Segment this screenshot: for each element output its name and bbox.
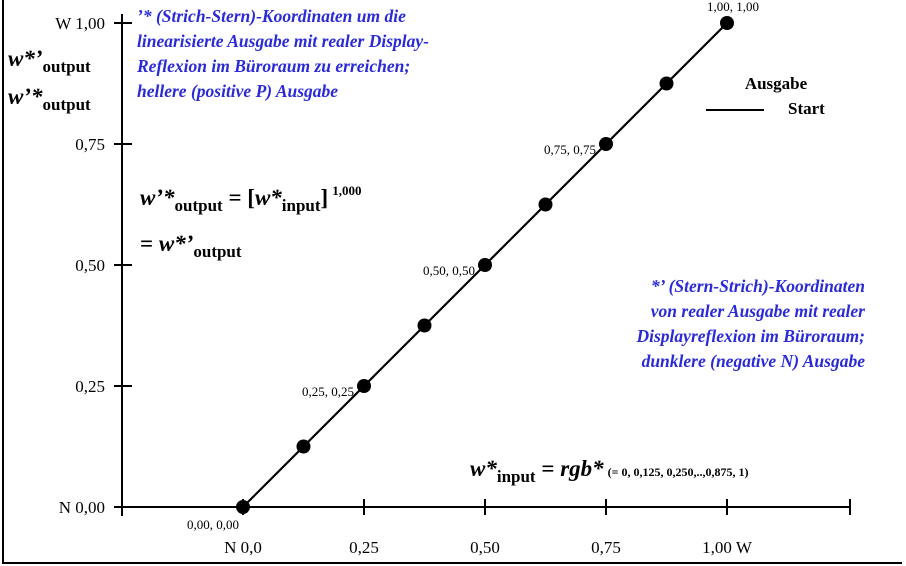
formula-lhs: w’* — [140, 185, 175, 210]
formula-arg-sub: input — [281, 196, 321, 215]
annotation-right-line: von realer Ausgabe mit realer — [650, 301, 865, 321]
legend-title: Ausgabe — [744, 74, 808, 93]
legend-entry: Start — [788, 99, 825, 118]
data-point — [720, 16, 734, 30]
x-tick-label: 0,75 — [591, 538, 621, 557]
point-label: 0,75, 0,75 — [544, 142, 596, 157]
formula-close: ] — [320, 185, 329, 210]
formula-line2: w*’ — [158, 231, 194, 256]
x-tick-label: 1,00 W — [702, 538, 753, 557]
annotation-top-line: linearisierte Ausgabe mit realer Display… — [137, 31, 429, 51]
annotation-right-line: *’ (Stern-Strich)-Koordinaten — [650, 276, 865, 296]
data-point — [478, 258, 492, 272]
formula-lhs-sub: output — [174, 196, 223, 215]
y-tick-label: 0,50 — [75, 256, 105, 275]
data-point — [659, 76, 674, 91]
y-axis-label: w*’output w’*output — [8, 44, 91, 120]
y-label-sub-1: output — [42, 57, 91, 76]
y-tick-label: 0,25 — [75, 377, 105, 396]
x-label-main: w* — [470, 456, 497, 481]
x-axis-label: w*input = rgb* (= 0, 0,125, 0,250,..,0,8… — [470, 456, 749, 487]
annotation-right-line: dunklere (negative N) Ausgabe — [641, 351, 865, 371]
x-label-eq: = — [535, 456, 561, 481]
legend: Ausgabe Start — [706, 74, 836, 120]
y-label-main-1: w*’ — [8, 46, 43, 71]
x-label-sub: input — [496, 467, 536, 486]
x-tick-label: 0,25 — [349, 538, 379, 557]
x-tick-label: 0,50 — [470, 538, 500, 557]
point-label: 0,00, 0,00 — [187, 517, 239, 532]
point-label: 1,00, 1,00 — [707, 0, 759, 14]
annotation-top-line: Reflexion im Büroraum zu erreichen; — [137, 56, 411, 76]
annotation-top-line: hellere (positive P) Ausgabe — [137, 81, 339, 101]
y-tick-label: W 1,00 — [55, 14, 105, 33]
point-label: 0,50, 0,50 — [423, 263, 475, 278]
data-point — [236, 500, 250, 514]
formula-arg: w* — [254, 185, 282, 210]
data-point — [417, 318, 432, 333]
y-label-main-2: w’* — [8, 84, 43, 109]
y-tick-label: 0,75 — [75, 135, 105, 154]
annotation-right: *’ (Stern-Strich)-Koordinaten von realer… — [565, 274, 866, 374]
formula-block: w’*output = [w*input] 1,000 = w*’output — [140, 172, 361, 271]
x-tick-label: N 0,0 — [224, 538, 262, 557]
data-point — [296, 439, 311, 454]
x-label-rhs: rgb* — [560, 456, 604, 481]
formula-exponent: 1,000 — [332, 183, 362, 198]
legend-swatch — [706, 109, 764, 111]
data-point — [599, 137, 613, 151]
x-label-note: (= 0, 0,125, 0,250,..,0,875, 1) — [607, 465, 749, 479]
data-point — [538, 197, 553, 212]
data-point — [357, 379, 371, 393]
formula-line2-sub: output — [193, 242, 242, 261]
y-label-sub-2: output — [42, 95, 91, 114]
formula-line2-eq: = — [140, 231, 159, 256]
annotation-top-line: ’* (Strich-Stern)-Koordinaten um die — [137, 6, 406, 26]
formula-eq: = [ — [222, 185, 255, 210]
annotation-top: ’* (Strich-Stern)-Koordinaten um die lin… — [137, 4, 429, 104]
point-label: 0,25, 0,25 — [302, 384, 354, 399]
annotation-right-line: Displayreflexion im Büroraum; — [636, 326, 866, 346]
y-tick-label: N 0,00 — [59, 498, 105, 517]
